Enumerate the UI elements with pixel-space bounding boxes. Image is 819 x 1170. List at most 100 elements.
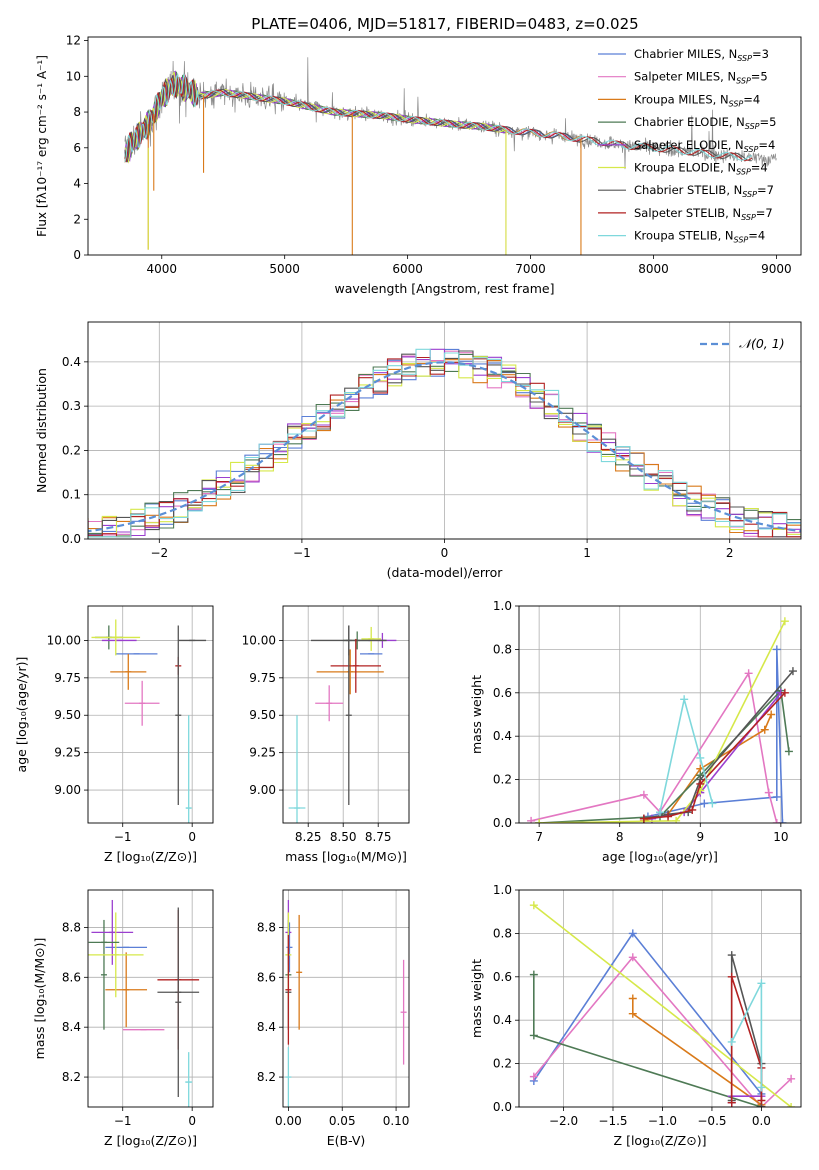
errorbar-point-8: [185, 715, 192, 823]
plot-area-residuals: [88, 348, 801, 538]
y-tick-label: 1.0: [493, 883, 512, 897]
x-tick-label: 9000: [761, 262, 792, 276]
histogram-8: [88, 348, 801, 538]
plus-marker: [688, 805, 697, 814]
y-tick-label: 0.2: [62, 443, 81, 457]
errorbar-point-1: [400, 959, 407, 1065]
x-tick-label: 0.10: [383, 1114, 410, 1128]
plus-marker: [757, 1096, 766, 1105]
plus-marker: [639, 814, 648, 823]
y-tick-label: 0.4: [493, 1013, 512, 1027]
y-tick-label: 0.6: [493, 686, 512, 700]
errorbar-point-7: [330, 638, 381, 693]
y-tick-label: 10.00: [47, 633, 81, 647]
legend-label: Salpeter ELODIE, NSSP=4: [634, 138, 775, 154]
axes-frame: [87, 605, 214, 824]
y-axis-label: age [log₁₀(age/yr)]: [14, 657, 29, 773]
x-axis-label: Z [log₁₀(Z/Z⊙)]: [614, 1133, 707, 1148]
y-tick-label: 8.4: [257, 1020, 276, 1034]
panel-massweight_vs_Z: −2.0 −1.5 −1.0 −0.5 0.0 0.0 0.2 0.4 0.6 0.8 1.0 Z […: [469, 883, 802, 1148]
y-tick-label: 4: [73, 177, 81, 191]
plus-marker: [628, 994, 637, 1003]
legend-label: Chabrier STELIB, NSSP=7: [634, 183, 774, 199]
errorbar-point-5: [91, 619, 141, 656]
y-axis-label: Normed distribution: [34, 368, 49, 493]
errorbar-point-2: [296, 914, 303, 1030]
plus-marker: [535, 819, 544, 823]
axes-frame: [518, 605, 802, 824]
x-tick-label: −0.5: [697, 1114, 726, 1128]
y-tick-label: 9.50: [249, 708, 276, 722]
y-tick-label: 6: [73, 141, 81, 155]
weight-line: [530, 671, 778, 823]
plus-marker: [757, 979, 766, 988]
plus-marker: [778, 819, 787, 823]
x-tick-label: 0: [188, 1114, 196, 1128]
y-tick-label: 0.1: [62, 488, 81, 502]
x-tick-label: 5000: [269, 262, 300, 276]
x-tick-label: 8: [616, 830, 624, 844]
panel-age_vs_Z: −1 0 9.00 9.25 9.50 9.75 10.00 Z [log₁₀(Z/Z⊙)] a…: [14, 605, 214, 864]
y-tick-label: 0.6: [493, 970, 512, 984]
panel-mass_vs_EBV: 0.00 0.05 0.10 8.2 8.4 8.6 8.8 E(B-V): [257, 889, 410, 1148]
x-tick-label: 7000: [515, 262, 546, 276]
plus-marker: [784, 747, 793, 756]
spectrum-legend: Chabrier MILES, NSSP=3 Salpeter MILES, NS…: [598, 47, 776, 245]
plus-marker: [788, 667, 797, 676]
x-tick-label: −1.0: [648, 1114, 677, 1128]
panel-massweight_vs_age: 7 8 9 10 0.0 0.2 0.4 0.6 0.8 1.0 age [log₁₀(age/yr…: [469, 599, 802, 864]
plot-area-spectrum: [124, 57, 777, 255]
x-tick-label: −1: [114, 830, 132, 844]
x-tick-label: −1: [293, 546, 311, 560]
y-tick-label: 8.6: [62, 970, 81, 984]
y-tick-label: 12: [66, 34, 81, 48]
plus-marker: [708, 799, 717, 808]
errorbar-point-1: [315, 685, 344, 722]
plus-marker: [680, 695, 689, 704]
plus-marker: [727, 1098, 736, 1107]
errorbar-point-8: [185, 1052, 193, 1107]
y-tick-label: 9.75: [249, 671, 276, 685]
x-tick-label: 8000: [638, 262, 669, 276]
plus-marker: [744, 669, 753, 678]
errorbar-point-1: [124, 680, 160, 726]
plus-marker: [757, 1083, 766, 1092]
plus-marker: [696, 753, 705, 762]
plus-marker: [529, 970, 538, 979]
plot-area-mass_vs_Z: [88, 899, 200, 1107]
plus-marker: [664, 812, 673, 821]
plus-marker: [767, 710, 776, 719]
x-tick-label: 8.75: [365, 830, 392, 844]
weight-line: [533, 932, 763, 1095]
model-line-5: [124, 71, 507, 164]
y-tick-label: 0.2: [493, 1057, 512, 1071]
plus-marker: [787, 1074, 796, 1083]
y-tick-label: 0.4: [62, 355, 81, 369]
errorbar-point-5: [361, 626, 381, 651]
weight-line: [533, 956, 792, 1107]
axes-frame: [518, 889, 802, 1108]
axes-frame: [87, 321, 802, 540]
plus-marker: [529, 901, 538, 910]
errorbar-point-8: [288, 715, 306, 823]
x-axis-label: wavelength [Angstrom, rest frame]: [334, 281, 554, 296]
y-tick-label: 9.25: [249, 746, 276, 760]
panel-spectrum: 4000 5000 6000 7000 8000 9000 0 2 4 6 8 10 12 wavelen…: [35, 34, 802, 296]
y-axis-label: mass [log₁₀(M/M⊙)]: [32, 938, 47, 1060]
x-tick-label: 8.25: [295, 830, 322, 844]
y-tick-label: 8.4: [62, 1020, 81, 1034]
x-axis-label: Z [log₁₀(Z/Z⊙)]: [104, 1133, 197, 1148]
weight-line: [539, 620, 786, 823]
x-tick-label: 0.05: [329, 1114, 356, 1128]
x-tick-label: 0: [441, 546, 449, 560]
y-tick-label: 0.0: [62, 532, 81, 546]
y-tick-label: 0.8: [493, 926, 512, 940]
plot-area-massweight_vs_age: [527, 617, 797, 823]
plot-area-age_vs_Z: [91, 619, 207, 823]
errorbar-point-2: [110, 653, 147, 690]
weight-line: [539, 688, 790, 823]
legend-label: Salpeter MILES, NSSP=5: [634, 70, 768, 86]
x-tick-label: 1: [583, 546, 591, 560]
legend-label: Chabrier ELODIE, NSSP=5: [634, 115, 776, 131]
y-tick-label: 8.6: [257, 970, 276, 984]
